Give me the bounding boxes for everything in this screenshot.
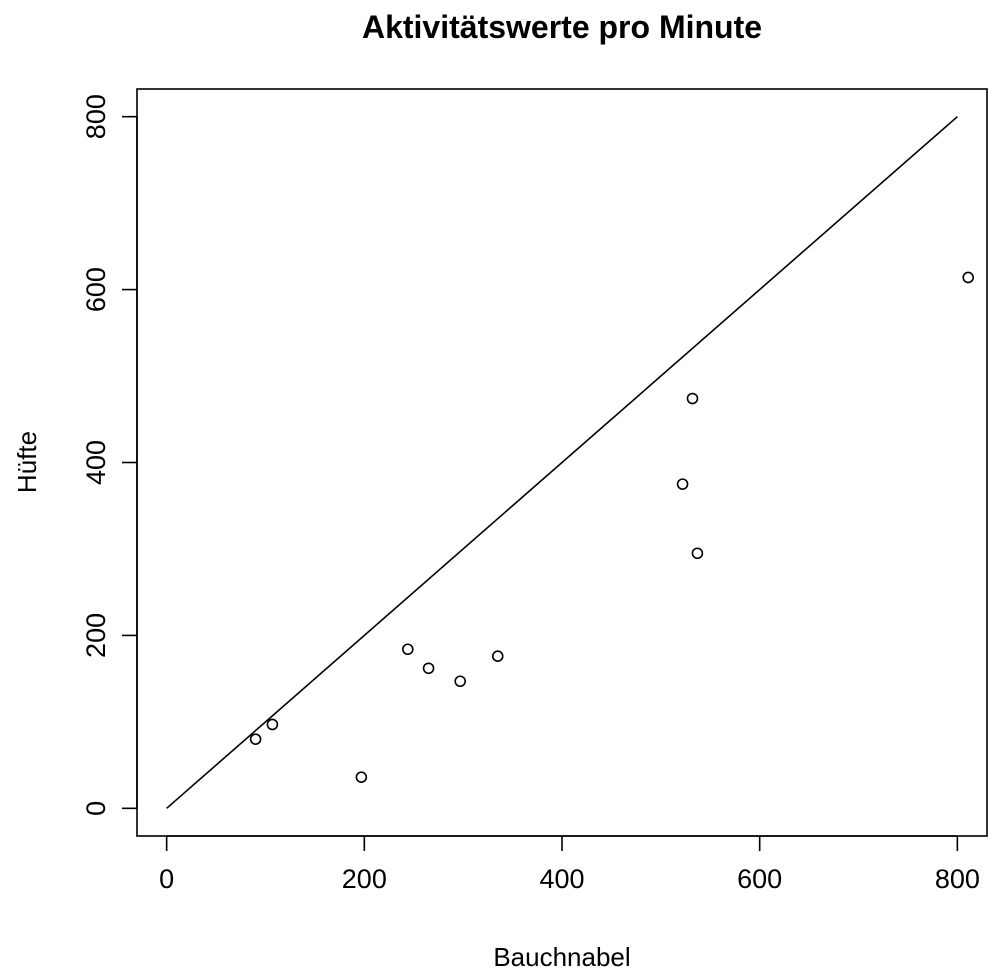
y-tick-label: 600 xyxy=(81,267,111,312)
data-point xyxy=(691,547,704,560)
y-axis: 0 200 400 600 800 xyxy=(81,94,138,816)
y-axis-label: Hüfte xyxy=(12,431,42,493)
data-point xyxy=(686,392,699,405)
x-tick-label: 800 xyxy=(935,864,980,894)
y-tick-label: 800 xyxy=(81,94,111,139)
data-point xyxy=(355,771,368,784)
x-axis: 0 200 400 600 800 xyxy=(159,835,980,894)
data-point xyxy=(266,718,279,731)
y-tick-label: 200 xyxy=(81,613,111,658)
data-point xyxy=(249,733,262,745)
data-point xyxy=(676,478,689,490)
data-point xyxy=(962,271,975,284)
x-tick-label: 0 xyxy=(159,864,174,894)
y-tick-label: 400 xyxy=(81,440,111,485)
identity-line xyxy=(166,116,958,809)
data-point xyxy=(402,643,414,656)
data-point xyxy=(454,675,466,688)
x-tick-label: 400 xyxy=(539,864,584,894)
chart-title: Aktivitätswerte pro Minute xyxy=(362,9,762,45)
x-tick-label: 200 xyxy=(342,864,387,894)
x-tick-label: 600 xyxy=(737,864,782,894)
data-points xyxy=(249,271,975,784)
data-point xyxy=(422,662,435,675)
x-axis-label: Bauchnabel xyxy=(493,942,630,972)
y-tick-label: 0 xyxy=(81,801,111,816)
data-point xyxy=(491,650,504,662)
